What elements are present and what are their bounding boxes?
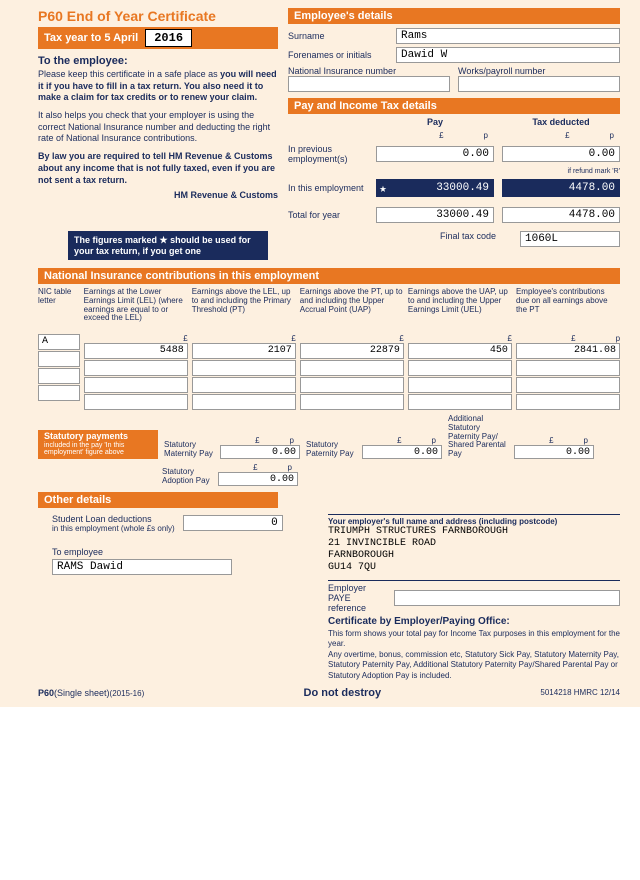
- cert-heading: Certificate by Employer/Paying Office:: [328, 616, 620, 627]
- payroll-value: [458, 76, 620, 92]
- star-note-box: The figures marked ★ should be used for …: [68, 231, 268, 260]
- surname-value: Rams: [396, 28, 620, 44]
- surname-label: Surname: [288, 31, 388, 41]
- this-pay: 33000.49: [390, 179, 494, 197]
- ni-col-5: Employee's contributions due on all earn…: [516, 288, 620, 334]
- footer-left: P60P60(Single sheet)(2015-16)(Single she…: [38, 688, 144, 698]
- prev-tax: 0.00: [502, 146, 620, 162]
- total-label: Total for year: [288, 210, 368, 220]
- instructions-p2: It also helps you check that your employ…: [38, 110, 278, 145]
- final-tax-label: Final tax code: [440, 231, 510, 241]
- sld-value: 0: [183, 515, 283, 531]
- total-tax: 4478.00: [502, 207, 620, 223]
- pay-tax-heading: Pay and Income Tax details: [288, 98, 620, 114]
- aspp-value: 0.00: [514, 445, 594, 459]
- ni-col-2: Earnings above the LEL, up to and includ…: [192, 288, 296, 334]
- sld-sub: in this employment (whole £s only): [52, 524, 175, 533]
- ni-number-value: [288, 76, 450, 92]
- ni-col-3: Earnings above the PT, up to and includi…: [300, 288, 404, 334]
- footer-right: 5014218 HMRC 12/14: [540, 688, 620, 697]
- spp-value: 0.00: [362, 445, 442, 459]
- employer-addr-label: Your employer's full name and address (i…: [328, 517, 620, 526]
- to-employee-value: RAMS Dawid: [52, 559, 232, 575]
- ni-lel: 5488: [84, 343, 188, 359]
- hmrc-signature: HM Revenue & Customs: [38, 190, 278, 200]
- smp-value: 0.00: [220, 445, 300, 459]
- spp-label: Statutory Paternity Pay: [306, 441, 356, 459]
- ni-letter: A: [38, 334, 80, 350]
- final-tax-code: 1060L: [520, 231, 620, 247]
- star-icon: ★: [379, 181, 386, 196]
- sld-label: Student Loan deductions: [52, 514, 175, 524]
- forenames-value: Dawid W: [396, 47, 620, 63]
- employer-address: TRIUMPH STRUCTURES FARNBOROUGH 21 INVINC…: [328, 526, 620, 574]
- ni-col-4: Earnings above the UAP, up to and includ…: [408, 288, 512, 334]
- ni-contrib: 2841.08: [516, 343, 620, 359]
- employee-details-heading: Employee's details: [288, 8, 620, 24]
- instructions-p1: Please keep this certificate in a safe p…: [38, 69, 278, 104]
- sap-label: Statutory Adoption Pay: [162, 468, 212, 486]
- ni-uap: 22879: [300, 343, 404, 359]
- this-emp-label: In this employment: [288, 183, 368, 193]
- prev-emp-label: In previous employment(s): [288, 144, 368, 164]
- ni-contributions-heading: National Insurance contributions in this…: [38, 268, 620, 284]
- sap-value: 0.00: [218, 472, 298, 486]
- form-title: P60 End of Year Certificate: [38, 8, 278, 24]
- ni-number-label: National Insurance number: [288, 66, 450, 76]
- smp-label: Statutory Maternity Pay: [164, 441, 214, 459]
- paye-value: [394, 590, 620, 606]
- p60-form: P60 End of Year Certificate Tax year to …: [0, 0, 640, 707]
- other-details-heading: Other details: [38, 492, 278, 508]
- payroll-label: Works/payroll number: [458, 66, 620, 76]
- stat-payments-heading: Statutory paymentsincluded in the pay 'I…: [38, 430, 158, 459]
- pay-col-header: Pay: [376, 117, 494, 127]
- prev-pay: 0.00: [376, 146, 494, 162]
- refund-note: if refund mark 'R': [502, 168, 620, 175]
- to-employee-heading: To the employee:: [38, 55, 278, 67]
- ni-col-0: NIC table letter: [38, 288, 80, 334]
- ni-uel: 450: [408, 343, 512, 359]
- instructions-p3: By law you are required to tell HM Reven…: [38, 151, 278, 186]
- ni-pt: 2107: [192, 343, 296, 359]
- cert-text: This form shows your total pay for Incom…: [328, 629, 620, 681]
- this-tax: 4478.00: [502, 179, 620, 197]
- aspp-label: Additional Statutory Paternity Pay/ Shar…: [448, 415, 508, 459]
- forenames-label: Forenames or initials: [288, 50, 388, 60]
- paye-label: Employer PAYE reference: [328, 583, 388, 613]
- tax-col-header: Tax deducted: [502, 117, 620, 127]
- tax-year-value: 2016: [145, 29, 192, 47]
- tax-year-bar: Tax year to 5 April 2016: [38, 27, 278, 49]
- ni-col-1: Earnings at the Lower Earnings Limit (LE…: [84, 288, 188, 334]
- total-pay: 33000.49: [376, 207, 494, 223]
- footer-do-not-destroy: Do not destroy: [304, 687, 382, 699]
- to-employee-label: To employee: [52, 547, 318, 557]
